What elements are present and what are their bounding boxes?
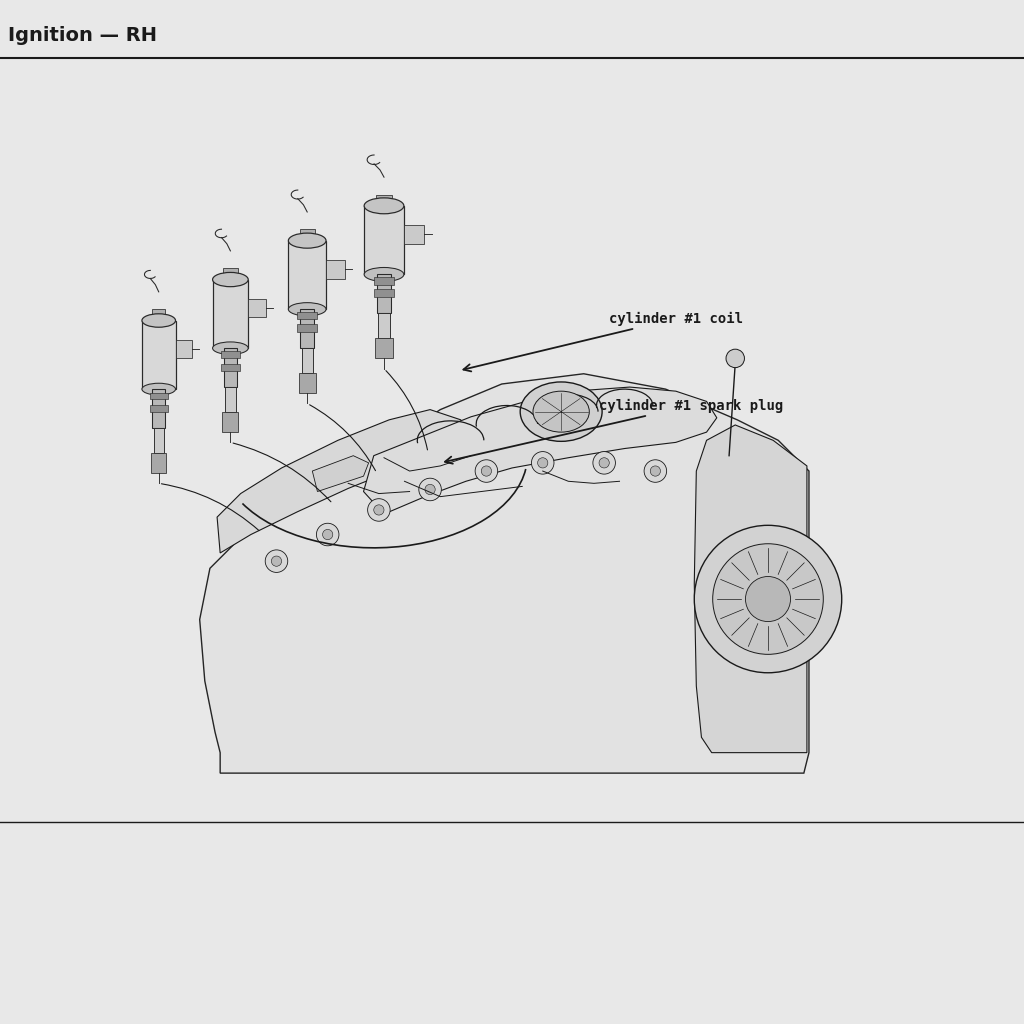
Ellipse shape [520,382,602,441]
Ellipse shape [213,272,248,287]
Polygon shape [312,456,369,492]
Polygon shape [377,274,391,313]
Ellipse shape [365,198,403,214]
Circle shape [419,478,441,501]
Ellipse shape [365,267,403,282]
Circle shape [650,466,660,476]
Polygon shape [152,453,166,473]
Circle shape [713,544,823,654]
Text: Ignition — RH: Ignition — RH [8,26,158,45]
Polygon shape [365,206,403,274]
Polygon shape [225,387,236,412]
Circle shape [475,460,498,482]
Polygon shape [150,404,168,412]
Polygon shape [248,299,266,317]
Polygon shape [297,312,317,319]
Polygon shape [222,412,239,432]
Polygon shape [152,309,166,321]
Polygon shape [378,313,390,338]
Circle shape [531,452,554,474]
Polygon shape [694,425,807,753]
Ellipse shape [213,342,248,354]
Polygon shape [200,374,809,773]
Circle shape [323,529,333,540]
Circle shape [368,499,390,521]
Polygon shape [376,195,392,206]
Polygon shape [299,373,315,393]
Ellipse shape [142,313,175,328]
Polygon shape [300,229,314,241]
Polygon shape [374,289,394,297]
Polygon shape [221,364,240,371]
Circle shape [265,550,288,572]
Circle shape [374,505,384,515]
Polygon shape [300,309,314,348]
Polygon shape [213,280,248,348]
Polygon shape [217,410,466,553]
Text: cylinder #1 spark plug: cylinder #1 spark plug [445,398,783,464]
Polygon shape [289,241,326,309]
Circle shape [538,458,548,468]
Ellipse shape [289,303,326,315]
Circle shape [599,458,609,468]
Circle shape [694,525,842,673]
Circle shape [644,460,667,482]
Polygon shape [154,428,164,453]
Circle shape [745,577,791,622]
Circle shape [425,484,435,495]
Polygon shape [150,392,168,399]
Polygon shape [153,389,165,428]
Polygon shape [221,351,240,358]
Circle shape [271,556,282,566]
Polygon shape [403,225,424,244]
Circle shape [316,523,339,546]
Polygon shape [375,338,393,358]
Text: cylinder #1 coil: cylinder #1 coil [464,311,743,372]
Polygon shape [374,276,394,285]
Polygon shape [297,325,317,332]
Circle shape [593,452,615,474]
Polygon shape [223,268,238,280]
Polygon shape [326,260,345,279]
Circle shape [481,466,492,476]
Polygon shape [223,348,238,387]
Ellipse shape [289,233,326,248]
Circle shape [726,349,744,368]
Polygon shape [175,340,193,358]
Ellipse shape [534,391,590,432]
Polygon shape [364,387,717,514]
Polygon shape [301,348,313,373]
Ellipse shape [142,383,175,395]
Polygon shape [142,321,175,389]
